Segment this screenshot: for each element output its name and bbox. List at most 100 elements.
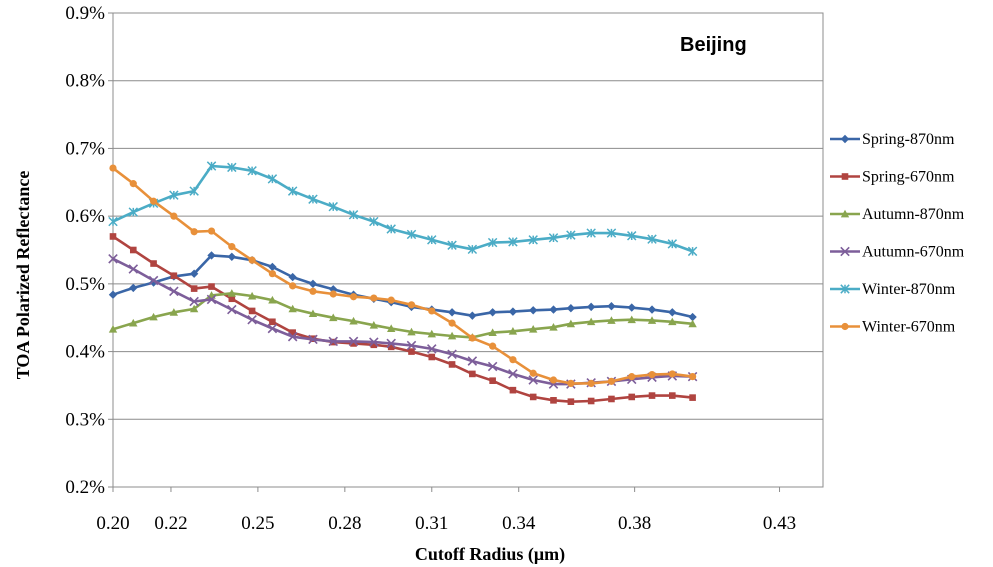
data-point [227, 252, 237, 261]
data-point [369, 337, 379, 347]
data-point [109, 233, 117, 240]
data-point [488, 328, 497, 337]
data-point [586, 228, 596, 238]
data-point [587, 379, 595, 387]
legend-label: Spring-670nm [862, 169, 955, 186]
data-point [406, 340, 417, 351]
data-point [447, 349, 457, 360]
data-point [349, 293, 358, 301]
legend-label: Winter-670nm [862, 319, 956, 336]
data-point [627, 231, 637, 241]
data-point [228, 295, 236, 303]
data-point [406, 229, 417, 240]
data-point [668, 308, 677, 317]
series-group [108, 161, 698, 405]
data-point [550, 397, 557, 404]
data-point [149, 197, 158, 205]
legend-item: Spring-670nm [830, 169, 955, 186]
data-point [468, 334, 476, 342]
data-point [428, 353, 436, 361]
data-point [668, 370, 676, 378]
y-tick-label: 0.5% [65, 274, 105, 295]
data-point [548, 233, 559, 243]
series-spring-670nm [109, 233, 696, 405]
x-tick-label: 0.31 [415, 513, 448, 534]
data-point [508, 307, 518, 316]
y-tick-label: 0.6% [65, 206, 105, 227]
y-axis-title: TOA Polarized Reflectance [13, 171, 33, 380]
data-point [386, 224, 396, 234]
x-axis-ticks: 0.20 0.22 0.25 0.28 0.31 0.34 0.38 0.43 [96, 487, 796, 534]
data-point [207, 227, 216, 235]
data-point [170, 272, 178, 280]
data-point [606, 228, 617, 238]
x-tick-label: 0.34 [502, 513, 536, 534]
data-point [170, 212, 178, 220]
data-point [129, 246, 137, 254]
data-point [627, 303, 636, 312]
legend-item: Winter-670nm [830, 319, 956, 336]
data-point [488, 308, 497, 317]
data-point [447, 331, 457, 340]
data-point [148, 275, 159, 286]
data-point [287, 186, 298, 196]
y-tick-label: 0.8% [65, 71, 105, 92]
data-point [427, 235, 437, 245]
data-point [386, 338, 396, 349]
data-point [267, 323, 278, 334]
data-point [189, 304, 199, 313]
data-point [248, 256, 256, 264]
legend-item: Winter-870nm [830, 281, 956, 298]
data-point [669, 392, 676, 399]
data-point [528, 375, 538, 385]
data-point [407, 301, 416, 309]
data-point [648, 370, 656, 379]
data-point [387, 324, 396, 332]
data-point [189, 186, 199, 196]
y-tick-label: 0.4% [65, 342, 105, 363]
data-point [668, 317, 677, 326]
data-point [627, 315, 636, 324]
data-point [529, 306, 538, 315]
data-point [667, 239, 678, 249]
data-point [428, 307, 436, 315]
data-point [206, 161, 217, 171]
legend-item: Spring-870nm [830, 131, 955, 148]
data-point [329, 313, 338, 322]
legend-label: Autumn-870nm [862, 206, 965, 223]
data-point [207, 251, 216, 260]
data-point [349, 316, 358, 325]
data-point [509, 356, 517, 364]
x-tick-label: 0.22 [154, 513, 187, 534]
data-point [566, 319, 576, 328]
data-point [508, 327, 518, 335]
data-point [288, 272, 297, 282]
data-point [369, 320, 379, 329]
data-point [566, 304, 576, 313]
data-point [467, 356, 478, 366]
data-point [247, 314, 257, 325]
data-point [489, 342, 497, 350]
data-point [648, 392, 656, 399]
data-point [586, 302, 596, 312]
x-tick-label: 0.25 [241, 513, 274, 534]
legend-item: Autumn-670nm [830, 244, 965, 261]
data-point [169, 308, 179, 316]
data-point [587, 397, 595, 405]
plot-area-border [112, 12, 824, 488]
data-point [467, 244, 478, 255]
data-point [688, 319, 697, 328]
data-point [129, 318, 138, 327]
legend-label: Spring-870nm [862, 131, 955, 148]
data-point [628, 373, 636, 381]
data-point [189, 269, 199, 278]
data-point [509, 386, 517, 394]
data-point [628, 393, 636, 401]
legend-label: Winter-870nm [862, 281, 956, 298]
series-autumn-870nm [108, 289, 697, 341]
data-point [647, 234, 657, 244]
legend-marker [840, 134, 850, 144]
data-point [567, 398, 575, 405]
series-line [112, 164, 694, 253]
data-point [350, 340, 357, 347]
